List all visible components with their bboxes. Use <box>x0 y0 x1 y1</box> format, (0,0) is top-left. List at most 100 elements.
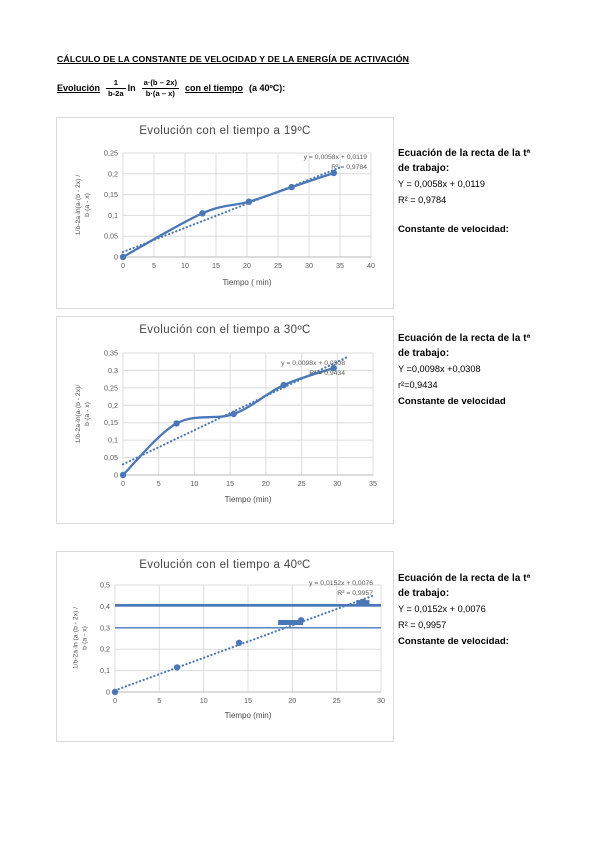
fraction-numerator: 1 <box>106 78 126 89</box>
y-tick-label: 0,25 <box>104 383 118 392</box>
equation-block-40c: Ecuación de la recta de la tª de trabajo… <box>398 571 588 647</box>
x-tick-label: 35 <box>336 261 344 270</box>
y-tick-label: 0,1 <box>108 211 118 220</box>
y-tick-label: 0 <box>114 253 118 262</box>
formula-prefix: Evolución <box>57 83 101 93</box>
block-r2: R² = 0,9784 <box>398 194 447 205</box>
x-tick-label: 10 <box>190 479 198 488</box>
chart-title: Evolución con el tiempo a 19ºC <box>139 125 311 137</box>
data-point <box>111 688 119 696</box>
block-heading: de trabajo: <box>398 588 450 599</box>
block-equation: Y =0,0098x +0,0308 <box>398 364 481 374</box>
x-axis-label: Tiempo ( min) <box>222 278 272 287</box>
x-tick-label: 10 <box>181 261 189 270</box>
data-point <box>330 169 337 177</box>
chart-title: Evolución con el tiempo a 40ºC <box>139 559 311 571</box>
y-tick-label: 0,3 <box>108 366 118 375</box>
y-tick-label: 0,25 <box>104 149 118 158</box>
chart-19c: Evolución con el tiempo a 19ºC 0 5 10 15 20 2… <box>56 117 394 309</box>
chart-40c: Evolución con el tiempo a 40ºC 0 5 10 15 20 2… <box>56 551 394 742</box>
data-point <box>173 420 180 427</box>
chart-canvas: 0 5 10 15 20 25 30 35 40 0 0,05 0,1 0,15 0,2 0,25 <box>104 149 375 271</box>
y-tick-label: 0,2 <box>100 645 110 654</box>
x-tick-label: 25 <box>298 479 306 488</box>
block-equation: Y = 0,0152x + 0,0076 <box>398 604 486 614</box>
block-heading: de trabajo: <box>398 348 450 359</box>
fraction-numerator: a·(b – 2x) <box>141 77 179 89</box>
document-title: CÁLCULO DE LA CONSTANTE DE VELOCIDAD Y D… <box>57 54 410 64</box>
equation-block-30c: Ecuación de la recta de la tª de trabajo… <box>398 331 588 407</box>
y-axis-label: 1/b-2a·ln(a·(b - 2x) / b·(a - x) <box>75 174 91 236</box>
y-tick-label: 0,05 <box>104 453 118 462</box>
data-point <box>119 253 127 261</box>
formula-fraction-1: 1 b-2a <box>106 78 126 99</box>
chart-canvas: 0 5 10 15 20 25 30 0 0,1 0,2 0,3 0,4 0,5 <box>100 581 385 706</box>
fraction-denominator: b·(a – x) <box>145 88 175 98</box>
y-tick-label: 0,35 <box>104 349 118 358</box>
block-heading: Ecuación de la recta de la tª <box>398 148 531 159</box>
x-tick-label: 30 <box>333 479 341 488</box>
x-axis-label: Tiempo (min) <box>224 495 272 504</box>
x-tick-label: 5 <box>157 479 161 488</box>
chart-title: Evolución con el tiempo a 30ºC <box>139 324 311 336</box>
y-axis-label: 1/b-2a·ln(a·(b - 2x)/ b·(a - x) <box>75 384 91 444</box>
data-point <box>280 381 287 389</box>
trendline-equation-label: y = 0,0098x + 0,0308 R² = 0,9434 <box>281 360 345 377</box>
rate-constant-label: Constante de velocidad <box>398 396 506 407</box>
trendline <box>121 165 344 254</box>
block-heading: de trabajo: <box>398 163 450 174</box>
x-tick-label: 20 <box>262 479 270 488</box>
x-axis-label: Tiempo (min) <box>224 711 272 720</box>
y-tick-label: 0 <box>114 471 118 480</box>
x-tick-label: 0 <box>121 479 125 488</box>
y-tick-label: 0 <box>106 688 110 697</box>
y-tick-label: 0,2 <box>108 169 118 178</box>
formula-fraction-2: a·(b – 2x) b·(a – x) <box>141 77 179 99</box>
data-point <box>119 471 127 479</box>
formula-line: Evolución 1 b-2a ln a·(b – 2x) b·(a – x)… <box>57 70 285 106</box>
block-equation: Y = 0,0058x + 0,0119 <box>398 179 486 189</box>
x-tick-label: 15 <box>212 261 220 270</box>
y-tick-label: 0,2 <box>108 401 118 410</box>
x-tick-label: 20 <box>243 261 251 270</box>
trendline-equation-label: y = 0,0152x + 0,0076 R² = 0,9957 <box>309 580 373 597</box>
data-point <box>360 598 367 606</box>
data-point <box>230 410 237 418</box>
x-tick-label: 35 <box>369 479 377 488</box>
y-tick-label: 0,3 <box>100 623 110 632</box>
chart-canvas: 0 5 10 15 20 25 30 35 0 0,05 0,1 0,15 0,2 0,25 0,3 0,35 <box>104 349 377 489</box>
x-tick-label: 25 <box>274 261 282 270</box>
formula-tail: (a 40ºC): <box>249 83 286 93</box>
y-tick-label: 0,15 <box>104 190 118 199</box>
data-point <box>330 364 337 372</box>
block-r2: R² = 0,9957 <box>398 619 447 630</box>
y-axis-label: 1/b-2a·ln (a·(b - 2x) / b·(a - x) <box>72 606 89 670</box>
y-tick-label: 0,1 <box>100 666 110 675</box>
fraction-denominator: b-2a <box>108 88 124 98</box>
formula-tail-underlined: con el tiempo <box>184 83 243 93</box>
x-tick-label: 5 <box>157 696 161 705</box>
x-tick-label: 30 <box>305 261 313 270</box>
data-point <box>298 617 305 624</box>
x-tick-label: 5 <box>152 261 156 270</box>
y-tick-label: 0,05 <box>104 232 118 241</box>
x-tick-label: 10 <box>200 696 208 705</box>
x-tick-label: 20 <box>288 696 296 705</box>
x-tick-label: 15 <box>244 696 252 705</box>
x-tick-label: 30 <box>377 696 385 705</box>
data-point <box>199 210 206 217</box>
y-tick-label: 0,4 <box>100 602 110 611</box>
trendline <box>113 594 374 692</box>
data-point <box>173 664 181 671</box>
trendline-equation-label: y = 0,0058x + 0,0119 R² = 0,9784 <box>303 154 367 171</box>
block-heading: Ecuación de la recta de la tª <box>398 573 531 584</box>
data-point <box>245 198 253 205</box>
block-r2: r²=0,9434 <box>398 379 438 390</box>
y-tick-label: 0,5 <box>100 581 110 590</box>
y-tick-label: 0,1 <box>108 436 118 445</box>
x-tick-label: 40 <box>367 261 375 270</box>
block-heading: Ecuación de la recta de la tª <box>398 333 531 344</box>
rate-constant-label: Constante de velocidad: <box>398 224 509 235</box>
trendline <box>121 355 350 466</box>
